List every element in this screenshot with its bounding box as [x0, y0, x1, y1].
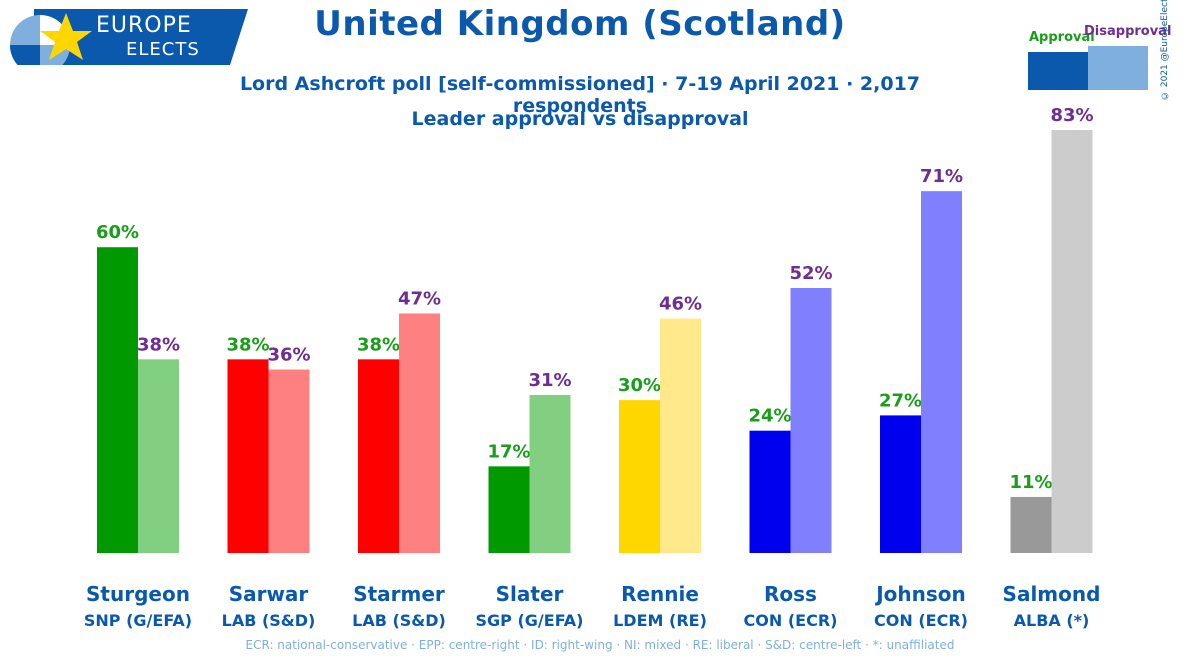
party-label: CON (ECR)	[744, 611, 838, 630]
logo-text-europe: EUROPE	[96, 13, 192, 38]
data-label-approval: 11%	[1009, 472, 1052, 493]
poll-subtitle: Lord Ashcroft poll [self-commissioned] ·…	[239, 73, 921, 117]
bar-disapproval	[790, 287, 832, 553]
logo-text-elects: ELECTS	[126, 39, 200, 60]
data-label-approval: 27%	[879, 390, 922, 411]
leader-name-label: Rennie	[621, 582, 699, 606]
data-label-approval: 17%	[487, 441, 530, 462]
leader-name-label: Ross	[764, 582, 817, 606]
chart-legend: Approval Disapproval	[1026, 22, 1171, 92]
leader-name-label: Salmond	[1003, 582, 1101, 606]
data-label-approval: 24%	[748, 406, 791, 427]
bar-approval	[880, 415, 921, 553]
party-label: SGP (G/EFA)	[476, 611, 584, 630]
legend-disapproval-label: Disapproval	[1084, 24, 1172, 39]
bar-disapproval	[399, 313, 440, 553]
data-label-approval: 38%	[357, 334, 400, 355]
bar-disapproval	[529, 395, 571, 553]
data-label-disapproval: 52%	[789, 263, 832, 284]
bar-disapproval	[268, 369, 310, 553]
chart-title: United Kingdom (Scotland)	[314, 4, 846, 44]
party-label: LAB (S&D)	[222, 611, 316, 630]
party-label: LDEM (RE)	[613, 611, 707, 630]
leader-name-label: Sturgeon	[86, 582, 190, 606]
data-label-disapproval: 38%	[137, 334, 180, 355]
data-label-disapproval: 47%	[398, 288, 441, 309]
data-label-disapproval: 71%	[920, 166, 963, 187]
bar-approval	[227, 359, 269, 553]
leader-name-label: Sarwar	[229, 582, 309, 606]
data-label-disapproval: 31%	[528, 370, 571, 391]
data-label-disapproval: 46%	[659, 294, 702, 315]
party-footnote: ECR: national-conservative · EPP: centre…	[245, 638, 955, 652]
bar-approval	[619, 400, 660, 553]
bar-disapproval	[1051, 130, 1093, 553]
party-label: CON (ECR)	[874, 611, 968, 630]
bar-disapproval	[660, 318, 701, 553]
legend-disapproval-swatch	[1088, 46, 1148, 90]
chart-subtitle: Leader approval vs disapproval	[411, 108, 749, 130]
legend-approval-label: Approval	[1029, 30, 1095, 45]
bar-disapproval	[138, 359, 179, 553]
legend-approval-swatch	[1028, 52, 1088, 90]
bar-approval	[97, 247, 138, 554]
data-label-disapproval: 36%	[267, 345, 310, 366]
data-label-approval: 60%	[96, 222, 139, 243]
europe-elects-logo: EUROPE ELECTS	[4, 9, 248, 75]
bar-approval	[488, 466, 530, 553]
bar-disapproval	[921, 191, 962, 554]
bar-approval	[358, 359, 399, 553]
leader-name-label: Johnson	[874, 582, 966, 606]
bar-approval	[749, 430, 791, 553]
party-label: ALBA (*)	[1014, 611, 1090, 630]
data-label-approval: 38%	[226, 334, 269, 355]
leader-name-label: Slater	[496, 582, 564, 606]
logo-banner-icon	[10, 9, 248, 75]
party-label: SNP (G/EFA)	[84, 611, 192, 630]
bar-approval	[1010, 496, 1052, 553]
party-label: LAB (S&D)	[352, 611, 446, 630]
data-label-disapproval: 83%	[1050, 105, 1093, 126]
data-label-approval: 30%	[618, 375, 661, 396]
leader-name-label: Starmer	[353, 582, 445, 606]
